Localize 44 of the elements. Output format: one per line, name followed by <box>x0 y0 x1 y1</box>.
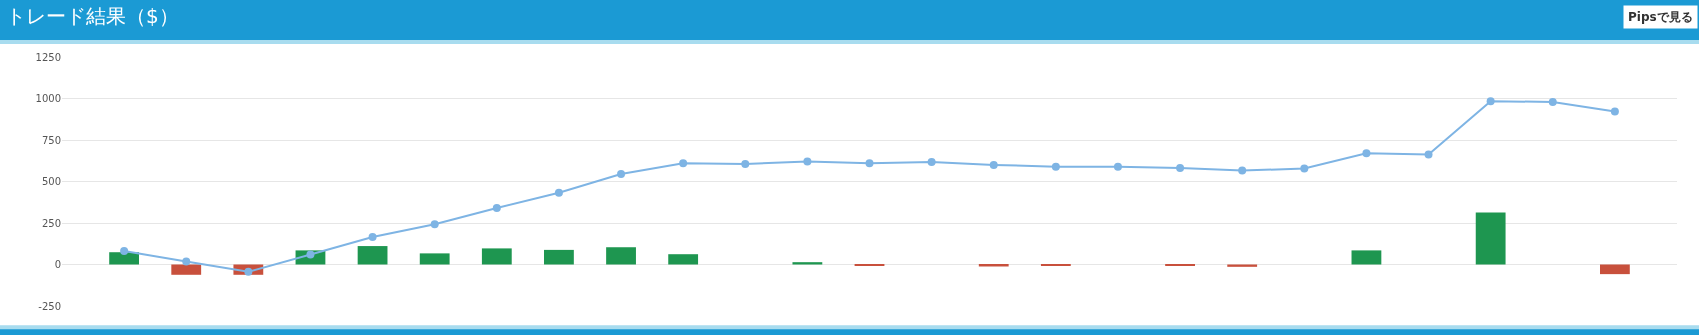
point <box>1051 162 1060 171</box>
point <box>1300 164 1309 173</box>
bar <box>1351 250 1382 265</box>
point <box>1362 149 1371 158</box>
bar <box>606 247 636 265</box>
bar <box>109 252 140 265</box>
bar <box>544 249 574 265</box>
y-tick-label: 250 <box>41 217 61 229</box>
point <box>679 159 688 168</box>
bar <box>419 253 450 265</box>
point <box>803 157 812 166</box>
bar <box>1599 264 1630 275</box>
point <box>492 204 501 213</box>
point <box>865 159 874 168</box>
point <box>989 160 998 169</box>
bar <box>481 248 512 265</box>
point <box>617 170 626 179</box>
point <box>554 188 563 197</box>
y-tick-label: 1000 <box>35 93 61 104</box>
point <box>1486 97 1495 106</box>
bar <box>792 262 823 265</box>
point <box>430 220 439 229</box>
y-tick-label: 0 <box>54 259 61 270</box>
y-tick-label: 500 <box>41 176 61 187</box>
bar <box>1475 212 1506 265</box>
text: Pipsで見る <box>1628 10 1693 24</box>
point <box>182 257 191 266</box>
bar <box>668 254 699 265</box>
point <box>1176 163 1185 172</box>
point <box>1548 97 1557 106</box>
bar <box>357 246 388 265</box>
point <box>1424 150 1433 159</box>
y-tick-label: -250 <box>38 300 61 312</box>
bar <box>171 264 202 275</box>
point <box>1113 162 1122 171</box>
point <box>927 158 936 167</box>
y-tick-label: 750 <box>41 134 61 146</box>
chart-title: トレード結果（$） <box>6 4 179 28</box>
point <box>368 232 377 241</box>
point <box>741 160 750 169</box>
y-tick-label: 1250 <box>35 51 61 63</box>
point <box>1610 107 1619 116</box>
point <box>1238 166 1247 175</box>
point <box>120 247 129 256</box>
